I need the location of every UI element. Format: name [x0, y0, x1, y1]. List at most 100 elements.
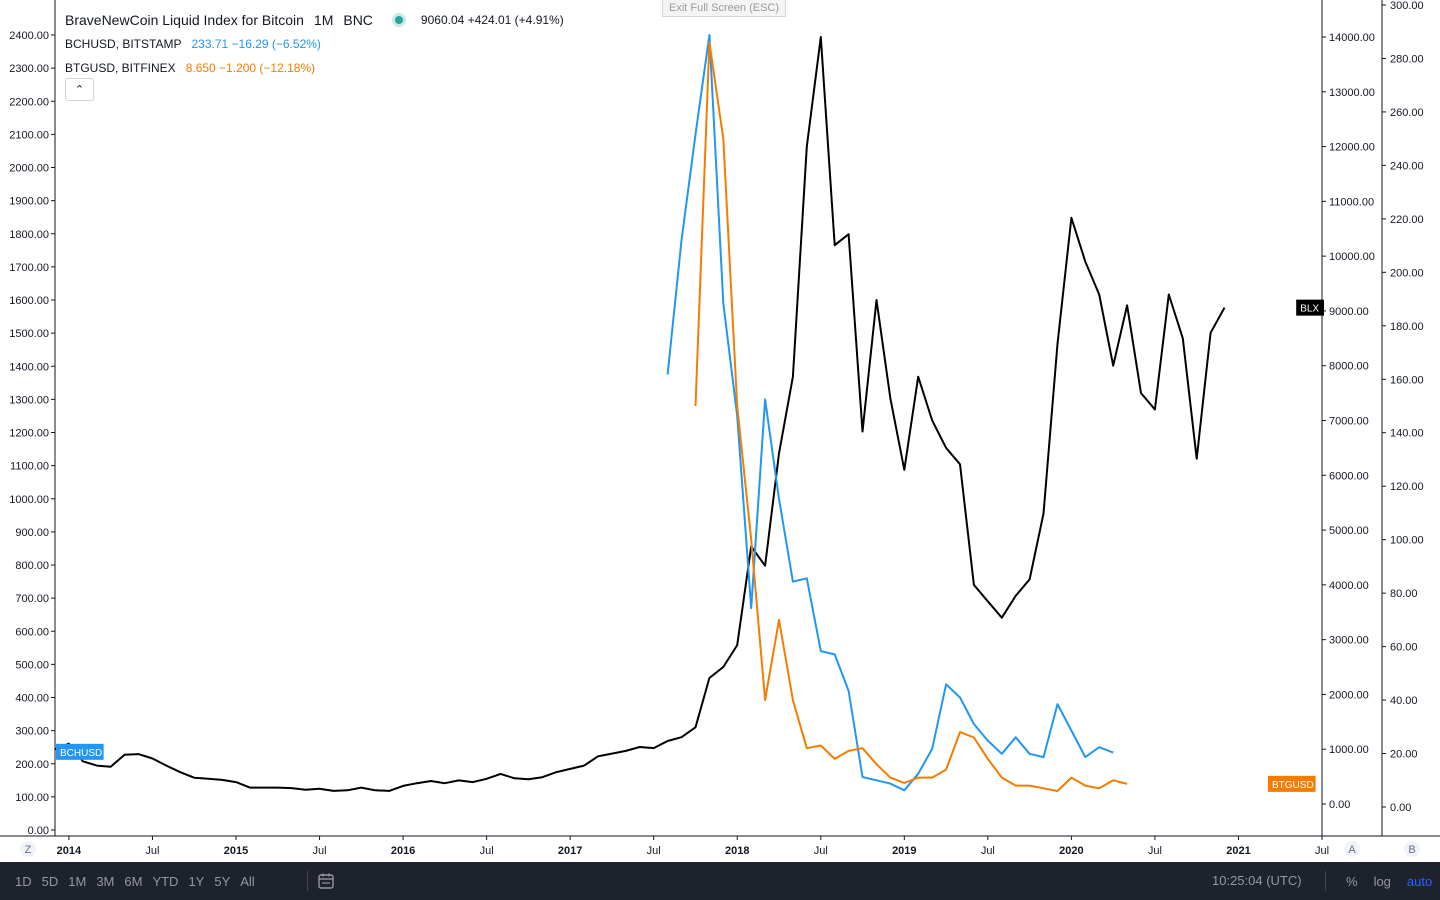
- middle-axis-tick-label: 4000.00: [1329, 580, 1369, 592]
- time-axis-tick-label: Jul: [145, 845, 159, 857]
- range-button-1d[interactable]: 1D: [15, 873, 32, 889]
- range-button-5d[interactable]: 5D: [41, 873, 59, 889]
- right-axis-tick-label: 120.00: [1390, 481, 1424, 493]
- legend-collapse-button[interactable]: ⌃: [65, 78, 94, 101]
- middle-axis-tick-label: 12000.00: [1329, 142, 1375, 154]
- middle-axis-tick-label: 10000.00: [1329, 251, 1375, 263]
- legend-row-btgusd[interactable]: BTGUSD, BITFINEX 8.650 −1.200 (−12.18%): [65, 56, 564, 80]
- time-axis-tick-label: Jul: [981, 845, 995, 857]
- right-axis-tick-label: 20.00: [1390, 749, 1418, 761]
- legend-row-blx[interactable]: BraveNewCoin Liquid Index for Bitcoin 1M…: [65, 8, 564, 32]
- series-line-blx[interactable]: [54, 36, 1226, 792]
- right-axis-tick-label: 80.00: [1390, 588, 1418, 600]
- middle-axis-tick-label: 6000.00: [1329, 470, 1369, 482]
- series-line-bchusd[interactable]: [666, 34, 1114, 792]
- time-axis-tick-label: Jul: [1148, 845, 1162, 857]
- time-axis-tick-label: Jul: [647, 845, 661, 857]
- left-axis-tick-label: 800.00: [15, 560, 49, 572]
- legend-main-name: BraveNewCoin Liquid Index for Bitcoin: [65, 12, 304, 28]
- right-axis-tick-label: 300.00: [1390, 0, 1424, 12]
- price-tag-label-blx: BLX: [1300, 304, 1319, 315]
- chart-svg[interactable]: 0.00 100.00 200.00 300.00 400.00 500.00 600.00…: [0, 0, 1440, 862]
- left-axis-tick-label: 2400.00: [9, 30, 49, 42]
- right-axis-tick-label: 200.00: [1390, 267, 1424, 279]
- axis-corner-z-button[interactable]: [20, 841, 36, 857]
- middle-axis-tick-label: 7000.00: [1329, 416, 1369, 428]
- percent-scale-toggle[interactable]: %: [1346, 873, 1358, 889]
- price-tag-label-bchusd: BCHUSD: [60, 748, 102, 759]
- series-line-btgusd[interactable]: [694, 41, 1128, 792]
- time-axis-tick-label: Jul: [814, 845, 828, 857]
- range-button-3m[interactable]: 3M: [96, 873, 115, 889]
- time-axis-tick-label: 2019: [892, 845, 916, 857]
- range-button-ytd[interactable]: YTD: [152, 873, 179, 889]
- left-axis-tick-label: 600.00: [15, 626, 49, 638]
- right-axis-tick-label: 180.00: [1390, 321, 1424, 333]
- axis-corner-a-button-label: A: [1348, 844, 1356, 856]
- time-axis-tick-label: 2020: [1059, 845, 1083, 857]
- legend-btg-name: BTGUSD, BITFINEX: [65, 61, 176, 75]
- time-axis-tick-label: Jul: [480, 845, 494, 857]
- toolbar-divider: [307, 871, 308, 891]
- axis-corner-b-button[interactable]: [1404, 841, 1420, 857]
- time-axis-tick-label: 2014: [57, 845, 82, 857]
- legend-main-values: 9060.04 +424.01 (+4.91%): [420, 13, 564, 27]
- chart-area[interactable]: 0.00 100.00 200.00 300.00 400.00 500.00 600.00…: [0, 0, 1440, 862]
- middle-axis-tick-label: 8000.00: [1329, 361, 1369, 373]
- legend-btg-values: 8.650 −1.200 (−12.18%): [185, 61, 316, 75]
- right-axis-tick-label: 60.00: [1390, 642, 1418, 654]
- right-axis-tick-label: 100.00: [1390, 535, 1424, 547]
- middle-axis-tick-label: 3000.00: [1329, 635, 1369, 647]
- right-axis-tick-label: 260.00: [1390, 107, 1424, 119]
- right-axis-tick-label: 140.00: [1390, 428, 1424, 440]
- middle-axis-tick-label: 9000.00: [1329, 306, 1369, 318]
- range-button-5y[interactable]: 5Y: [214, 873, 231, 889]
- legend-row-bchusd[interactable]: BCHUSD, BITSTAMP 233.71 −16.29 (−6.52%): [65, 32, 564, 56]
- middle-axis-tick-label: 0.00: [1329, 799, 1350, 811]
- left-axis-tick-label: 1400.00: [9, 361, 49, 373]
- left-axis-tick-label: 1100.00: [10, 461, 49, 473]
- middle-axis-tick-label: 5000.00: [1329, 525, 1369, 537]
- legend-main-exchange: BNC: [343, 12, 373, 28]
- middle-axis-tick-label: 14000.00: [1329, 32, 1375, 44]
- left-axis-tick-label: 2000.00: [9, 163, 49, 175]
- left-axis-tick-label: 1800.00: [9, 229, 49, 241]
- right-axis-tick-label: 240.00: [1390, 160, 1424, 172]
- right-axis-tick-label: 40.00: [1390, 695, 1418, 707]
- middle-axis-tick-label: 11000.00: [1329, 196, 1374, 208]
- range-button-1m[interactable]: 1M: [68, 873, 87, 889]
- market-status-dot-icon: [394, 16, 403, 24]
- auto-scale-toggle[interactable]: auto: [1406, 873, 1433, 889]
- left-axis-tick-label: 1000.00: [9, 494, 49, 506]
- calendar-range-icon[interactable]: [317, 872, 335, 890]
- left-axis-tick-label: 700.00: [15, 593, 49, 605]
- time-axis-tick-label: 2015: [224, 845, 248, 857]
- right-axis-tick-label: 280.00: [1390, 53, 1424, 65]
- range-button-1y[interactable]: 1Y: [188, 873, 205, 889]
- range-button-6m[interactable]: 6M: [124, 873, 143, 889]
- time-axis-tick-label: 2018: [725, 845, 749, 857]
- left-axis-tick-label: 1300.00: [9, 394, 49, 406]
- range-button-all[interactable]: All: [240, 873, 255, 889]
- middle-axis-tick-label: 1000.00: [1329, 744, 1369, 756]
- left-axis-tick-label: 100.00: [15, 792, 49, 804]
- log-scale-toggle[interactable]: log: [1373, 873, 1391, 889]
- left-axis-tick-label: 0.00: [28, 825, 49, 837]
- chart-legend: BraveNewCoin Liquid Index for Bitcoin 1M…: [65, 8, 564, 80]
- time-axis-tick-label: Jul: [313, 845, 327, 857]
- axis-corner-a-button[interactable]: [1344, 841, 1360, 857]
- left-axis-tick-label: 1900.00: [9, 196, 49, 208]
- price-tag-btgusd: [1268, 775, 1316, 792]
- bottom-toolbar: 1D 5D 1M 3M 6M YTD 1Y 5Y All 10:25:04 (UTC) % lo…: [0, 862, 1440, 900]
- price-tag-label-btgusd: BTGUSD: [1272, 780, 1314, 791]
- left-axis-tick-label: 1600.00: [9, 295, 49, 307]
- left-axis-tick-label: 1200.00: [9, 428, 49, 440]
- exit-fullscreen-button[interactable]: Exit Full Screen (ESC): [662, 0, 786, 17]
- price-tag-blx: [1296, 299, 1324, 316]
- right-axis-tick-label: 0.00: [1390, 802, 1411, 814]
- time-axis-tick-label: 2016: [391, 845, 415, 857]
- left-axis-tick-label: 400.00: [15, 693, 49, 705]
- time-axis-tick-label: Jul: [1315, 845, 1329, 857]
- utc-clock[interactable]: 10:25:04 (UTC): [1212, 873, 1302, 888]
- right-axis-tick-label: 220.00: [1390, 214, 1424, 226]
